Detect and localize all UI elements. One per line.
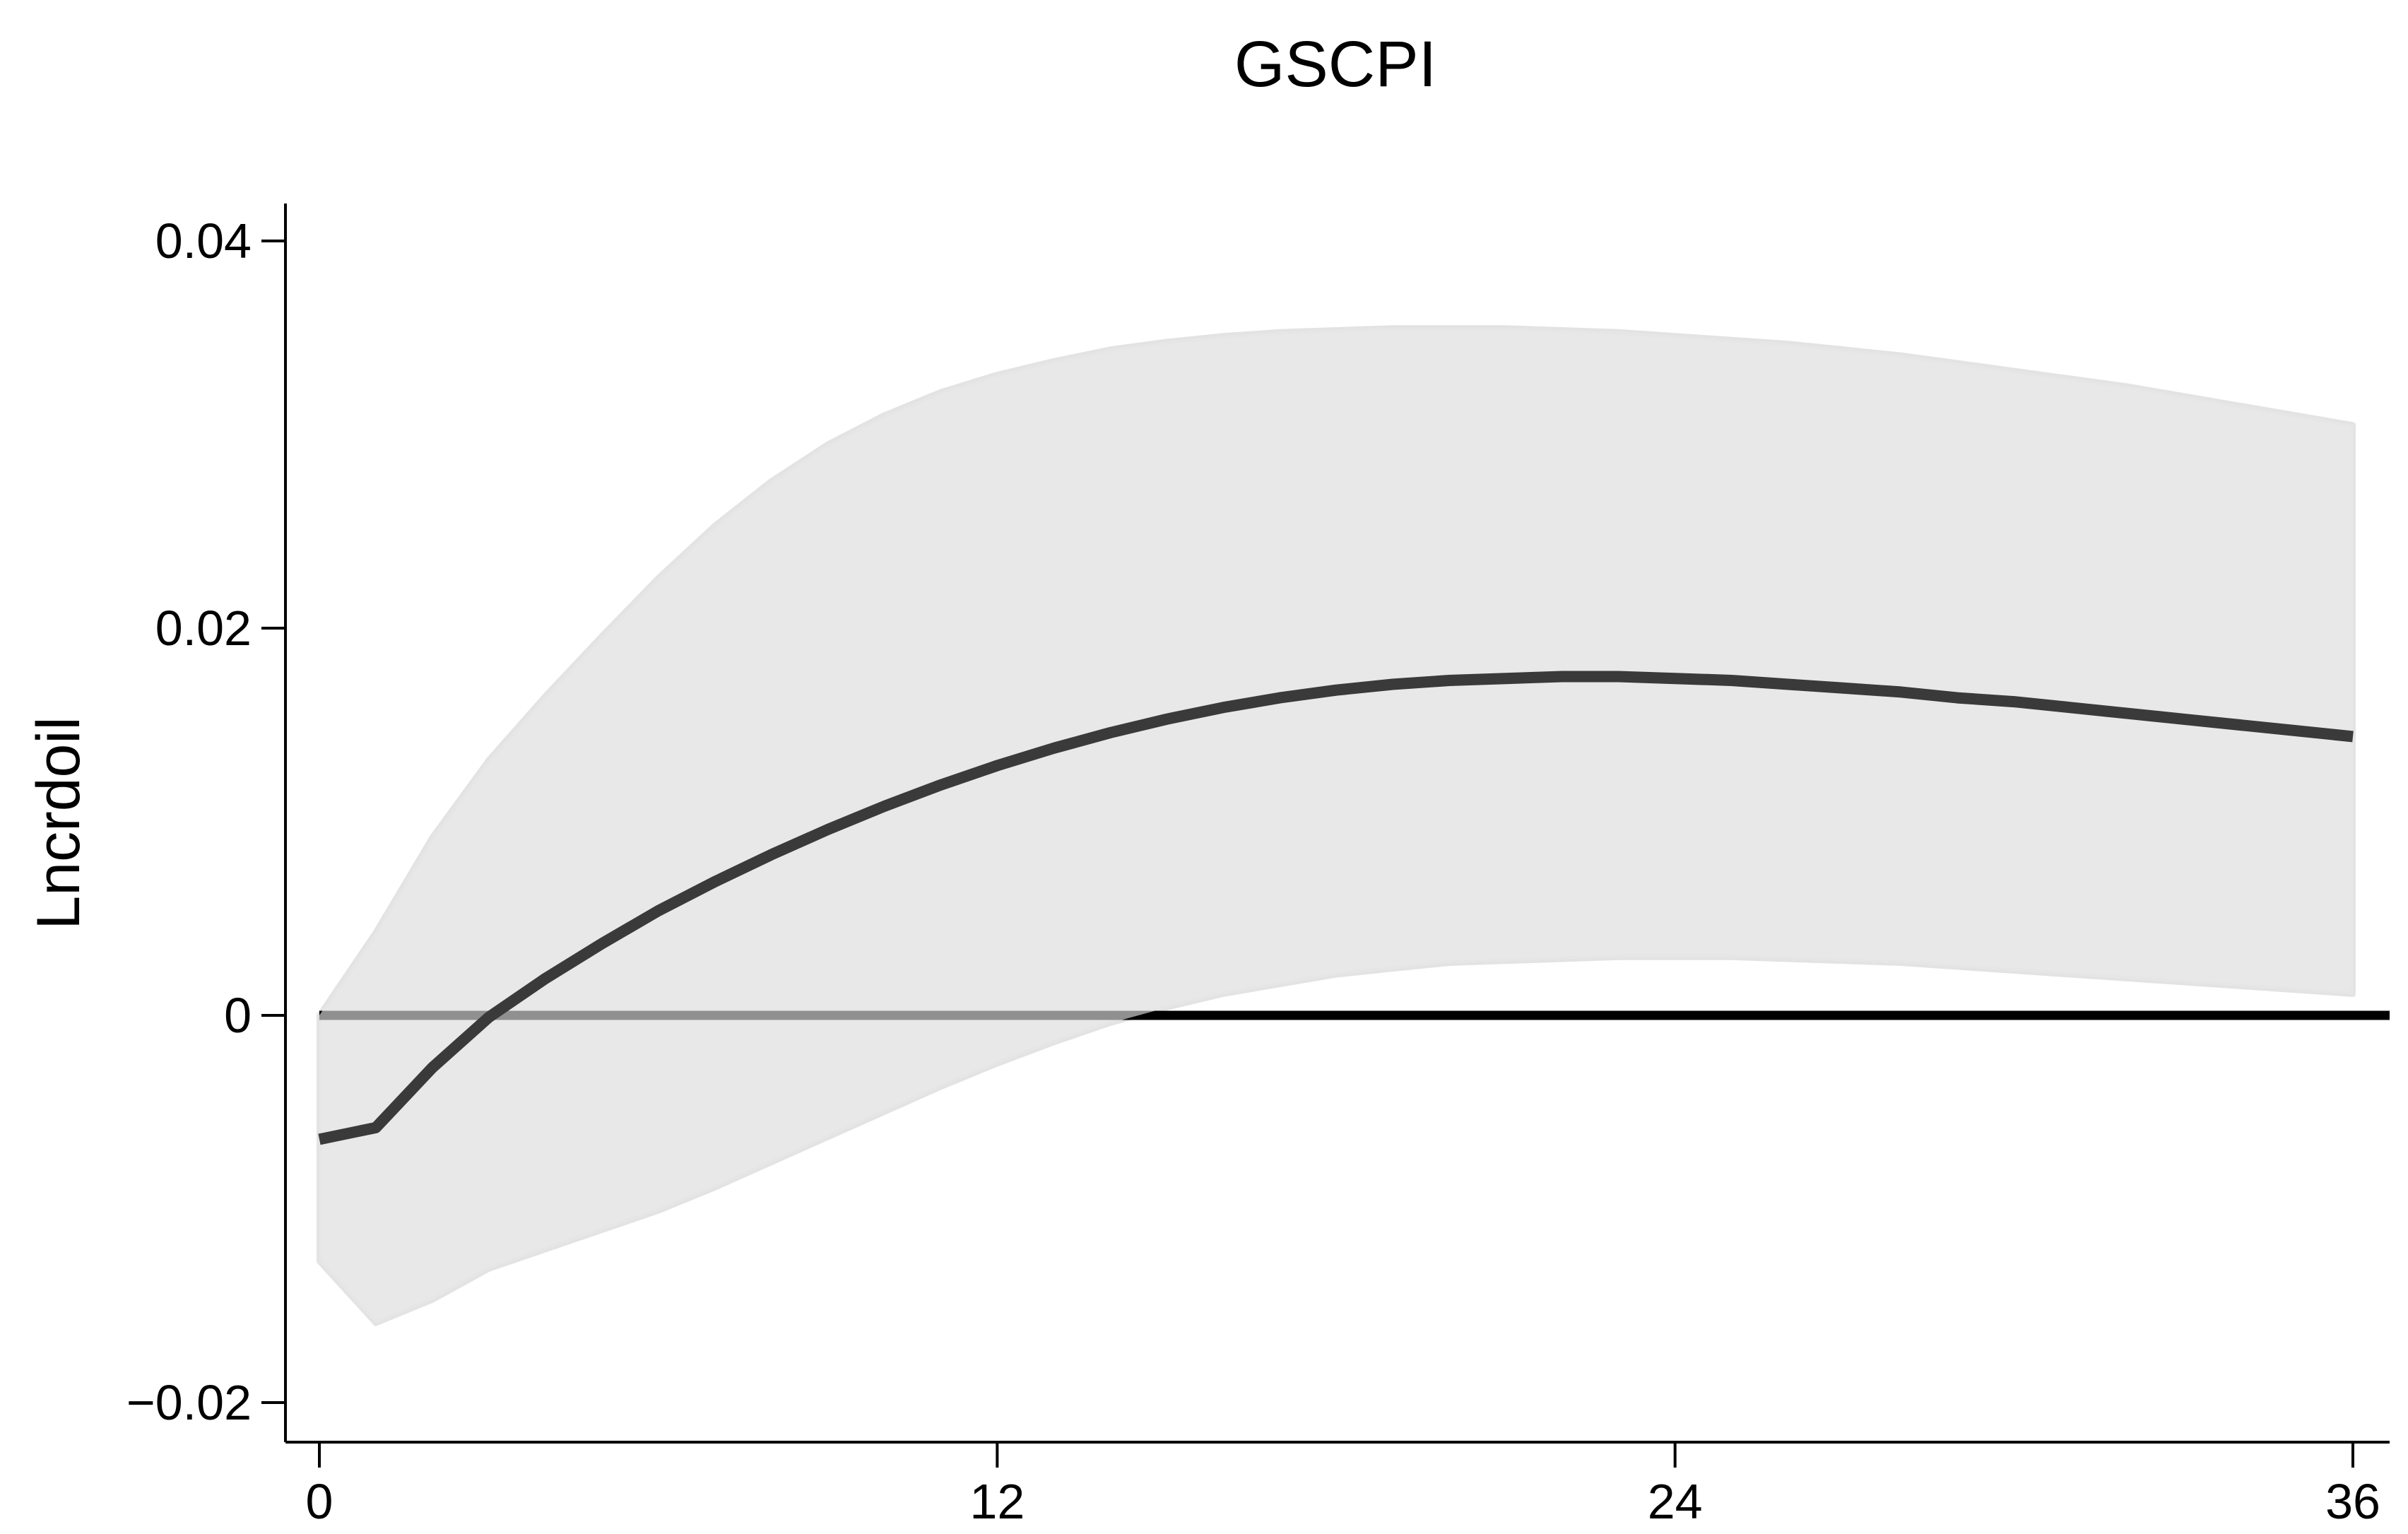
y-axis-label: Lncrdoil [25, 716, 93, 929]
x-tick-label: 24 [1648, 1474, 1703, 1529]
x-tick-label: 12 [969, 1474, 1025, 1529]
response-line [318, 671, 2354, 1145]
axes: −0.02 0 0.02 0.04 0 12 24 36 [126, 203, 2390, 1529]
x-tick-label: 0 [306, 1474, 334, 1529]
y-tick-label: 0.02 [155, 601, 252, 656]
chart-title: GSCPI [1234, 28, 1436, 100]
y-tick-label: −0.02 [126, 1375, 252, 1430]
confidence-band-overlay [319, 328, 2353, 1323]
y-tick-label: 0 [224, 988, 252, 1043]
y-tick-label: 0.04 [155, 213, 252, 269]
x-tick-label: 36 [2325, 1474, 2380, 1529]
plot-area [317, 325, 2390, 1326]
